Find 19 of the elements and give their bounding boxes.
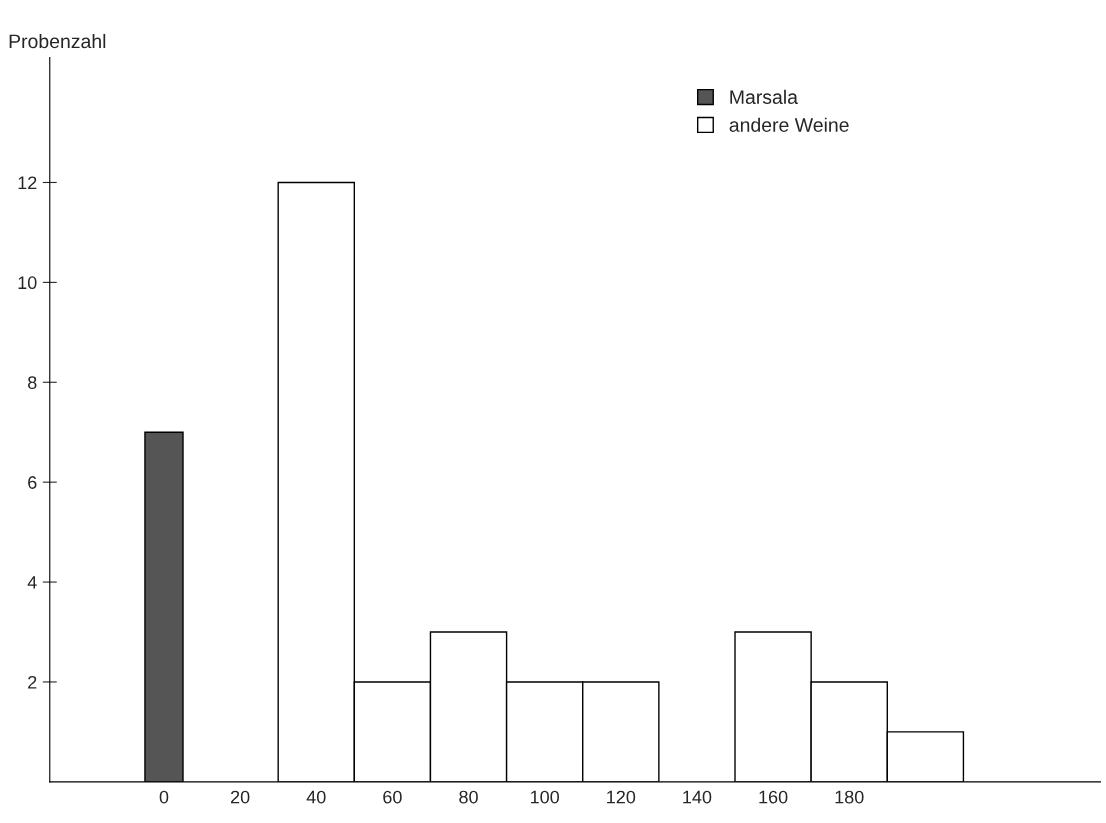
- x-tick-label: 0: [159, 790, 169, 804]
- x-tick-label: 60: [383, 790, 402, 804]
- y-tick-label: 6: [28, 476, 37, 489]
- y-tick-label: 2: [28, 675, 37, 689]
- x-tick-label: 160: [759, 790, 788, 804]
- x-tick-label: 120: [607, 790, 636, 804]
- y-tick-label: 8: [28, 376, 37, 389]
- x-tick-label: 140: [683, 790, 712, 804]
- y-tick-label: 10: [18, 276, 37, 290]
- y-axis-title: Probenzahl: [9, 33, 106, 49]
- x-tick-label: 20: [230, 790, 250, 804]
- legend-label: Marsala: [730, 89, 798, 104]
- y-tick-label: 4: [27, 576, 37, 589]
- legend-label: andere Weine: [729, 117, 849, 132]
- x-tick-label: 180: [835, 790, 864, 804]
- y-tick-label: 12: [18, 176, 37, 190]
- x-tick-label: 40: [306, 790, 326, 804]
- x-tick-label: 100: [530, 790, 560, 804]
- x-tick-label: 80: [459, 790, 478, 804]
